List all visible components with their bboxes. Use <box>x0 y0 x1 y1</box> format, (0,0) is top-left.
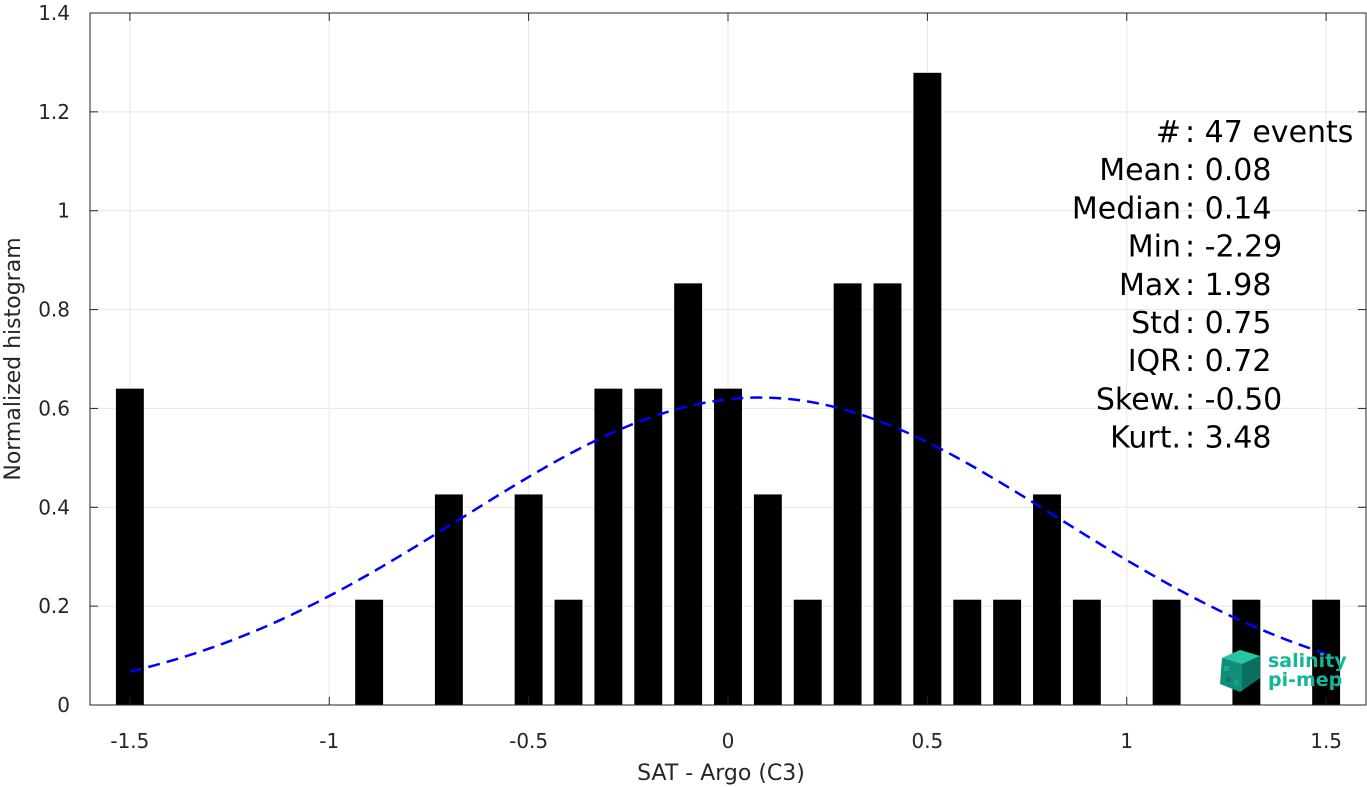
stats-value: : 0.72 <box>1185 344 1271 379</box>
x-axis-ticks: -1.5 -1 -0.5 0 0.5 1 1.5 <box>110 13 1342 753</box>
y-tick-label: 0.2 <box>38 594 70 618</box>
histogram-bar <box>873 283 902 705</box>
y-tick-label: 0.6 <box>38 396 70 420</box>
logo-line2: pi-mep <box>1268 669 1342 691</box>
histogram-bars <box>115 72 1341 705</box>
stats-key: IQR <box>1128 344 1181 379</box>
histogram-bar <box>1072 599 1101 705</box>
histogram-bar <box>355 599 384 705</box>
histogram-bar <box>634 388 663 705</box>
x-tick-label: -0.5 <box>509 729 548 753</box>
stats-value: : -2.29 <box>1185 230 1282 265</box>
stats-value: : -0.50 <box>1185 382 1282 417</box>
stats-key: Min <box>1128 230 1181 265</box>
histogram-bar <box>913 72 942 705</box>
histogram-bar <box>793 599 822 705</box>
stats-value: : 1.98 <box>1185 268 1271 303</box>
y-tick-label: 0 <box>57 693 70 717</box>
stats-key: # <box>1156 115 1181 150</box>
y-axis-title: Normalized histogram <box>1 237 26 480</box>
stats-key: Kurt. <box>1110 421 1181 456</box>
stats-value: : 0.08 <box>1185 153 1271 188</box>
histogram-bar <box>1033 494 1061 705</box>
histogram-bar <box>554 599 583 705</box>
y-tick-label: 1 <box>57 199 70 223</box>
histogram-bar <box>953 599 982 705</box>
x-axis-title: SAT - Argo (C3) <box>637 761 805 786</box>
normal-fit-curve <box>129 396 1327 673</box>
stats-value: : 0.14 <box>1185 191 1271 226</box>
stats-key: Skew. <box>1096 382 1181 417</box>
y-tick-label: 0.4 <box>38 495 70 519</box>
histogram-bar <box>115 388 144 705</box>
histogram-bar <box>514 494 543 705</box>
x-tick-label: -1 <box>319 729 339 753</box>
y-tick-label: 1.2 <box>38 100 70 124</box>
logo-line1: salinity <box>1268 650 1347 672</box>
histogram-bar <box>833 283 862 705</box>
histogram-bar <box>594 388 623 705</box>
x-tick-label: 1 <box>1120 729 1133 753</box>
x-tick-label: 1.5 <box>1310 729 1342 753</box>
x-tick-label: 0 <box>722 729 735 753</box>
salinity-pimep-logo: salinity pi-mep <box>1220 650 1347 692</box>
normal-fit-curve-group <box>129 396 1327 673</box>
x-tick-label: 0.5 <box>911 729 943 753</box>
histogram-bar <box>434 494 463 705</box>
y-tick-label: 0.8 <box>38 298 70 322</box>
histogram-bar <box>1152 599 1181 705</box>
x-tick-label: -1.5 <box>110 729 149 753</box>
salinity-cube-icon <box>1220 650 1260 692</box>
stats-value: : 3.48 <box>1185 421 1271 456</box>
histogram-bar <box>753 494 782 705</box>
grid-lines <box>90 12 1366 706</box>
y-axis-ticks: 0 0.2 0.4 0.6 0.8 1 1.2 1.4 <box>38 1 1366 717</box>
stats-key: Std <box>1131 306 1181 341</box>
histogram-bar <box>674 283 703 705</box>
y-tick-label: 1.4 <box>38 1 70 25</box>
stats-value: : 47 events <box>1185 115 1353 150</box>
stats-key: Max <box>1119 268 1181 303</box>
histogram-bar <box>1312 599 1341 705</box>
histogram-bar <box>993 599 1022 705</box>
stats-value: : 0.75 <box>1185 306 1271 341</box>
stats-key: Median <box>1072 191 1181 226</box>
stats-key: Mean <box>1099 153 1181 188</box>
histogram-bar <box>714 388 742 705</box>
